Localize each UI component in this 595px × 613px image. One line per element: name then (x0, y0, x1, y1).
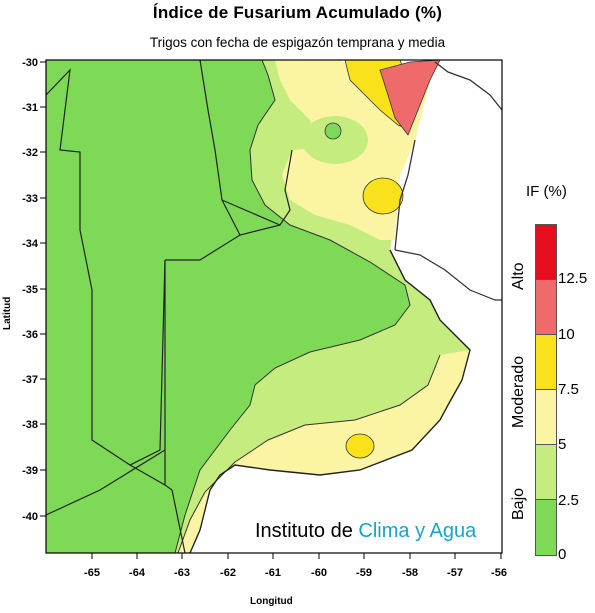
x-tick-label: -63 (174, 567, 190, 579)
coastline (189, 249, 471, 553)
x-tick-label: -57 (447, 567, 463, 579)
zone-yellow-south (345, 433, 375, 459)
y-tick-label: -38 (22, 419, 38, 431)
axis-ticks (40, 61, 502, 559)
legend-swatch-alto-high (535, 224, 557, 280)
x-tick-label: -64 (129, 567, 146, 579)
legend-value: 10 (558, 326, 575, 343)
x-axis-label: Longitud (250, 596, 293, 607)
y-tick-label: -30 (22, 57, 38, 69)
map-frame (45, 59, 503, 554)
y-tick-label: -31 (22, 102, 38, 114)
zone-yellow-center (362, 177, 404, 215)
brand-highlight: Clima y Agua (358, 520, 477, 542)
legend-category-moderado: Moderado (510, 355, 527, 428)
legend-value: 5 (558, 436, 567, 453)
y-tick-label: -34 (22, 238, 39, 250)
legend-swatch-moderado-high (535, 334, 557, 390)
x-tick-label: -61 (265, 567, 281, 579)
legend-swatch-moderado-low (535, 389, 557, 445)
y-tick-labels: -30 -31 -32 -33 -34 -35 -36 -37 -38 -39 … (22, 57, 39, 523)
y-tick-label: -33 (22, 193, 38, 205)
legend-swatch-alto-low (535, 279, 557, 335)
x-tick-label: -65 (84, 567, 100, 579)
province-boundaries (46, 60, 293, 553)
zone-dark-green-dot (324, 122, 342, 140)
y-tick-label: -35 (22, 284, 38, 296)
y-tick-label: -40 (22, 511, 38, 523)
x-tick-label: -58 (402, 567, 418, 579)
legend-swatch-bajo-high (535, 444, 557, 500)
x-tick-label: -62 (220, 567, 236, 579)
x-tick-label: -60 (311, 567, 327, 579)
legend-swatch-bajo-low (535, 499, 557, 556)
map-title: Índice de Fusarium Acumulado (%) (152, 3, 443, 22)
x-tick-labels: -65 -64 -63 -62 -61 -60 -59 -58 -57 -56 (84, 567, 507, 579)
legend-category-bajo: Bajo (510, 487, 527, 520)
legend-value: 0 (558, 546, 567, 563)
legend-value: 7.5 (558, 381, 579, 398)
zone-light-yellow-south (178, 350, 470, 553)
y-axis-label: Latitud (2, 296, 13, 330)
zone-red (379, 60, 441, 136)
zone-light-green-pocket (302, 116, 368, 164)
y-tick-label: -36 (22, 329, 38, 341)
contour-line (174, 60, 411, 553)
x-tick-label: -56 (491, 567, 507, 579)
y-tick-label: -37 (22, 374, 38, 386)
legend-value: 2.5 (558, 492, 579, 509)
map-subtitle: Trigos con fecha de espigazón temprana y… (149, 35, 446, 50)
y-tick-label: -32 (22, 147, 38, 159)
x-tick-label: -59 (356, 567, 372, 579)
contour-line (177, 354, 441, 553)
legend-category-alto: Alto (510, 262, 527, 290)
borders-rivers (394, 61, 502, 251)
brand-logo-text: Instituto de Clima y Agua (255, 520, 476, 543)
map-plot-area (46, 60, 502, 553)
legend-title: IF (%) (526, 183, 567, 200)
uruguay-coast (394, 249, 502, 301)
legend-value: 12.5 (558, 270, 588, 287)
brand-prefix: Instituto de (255, 520, 359, 542)
y-tick-label: -39 (22, 465, 38, 477)
